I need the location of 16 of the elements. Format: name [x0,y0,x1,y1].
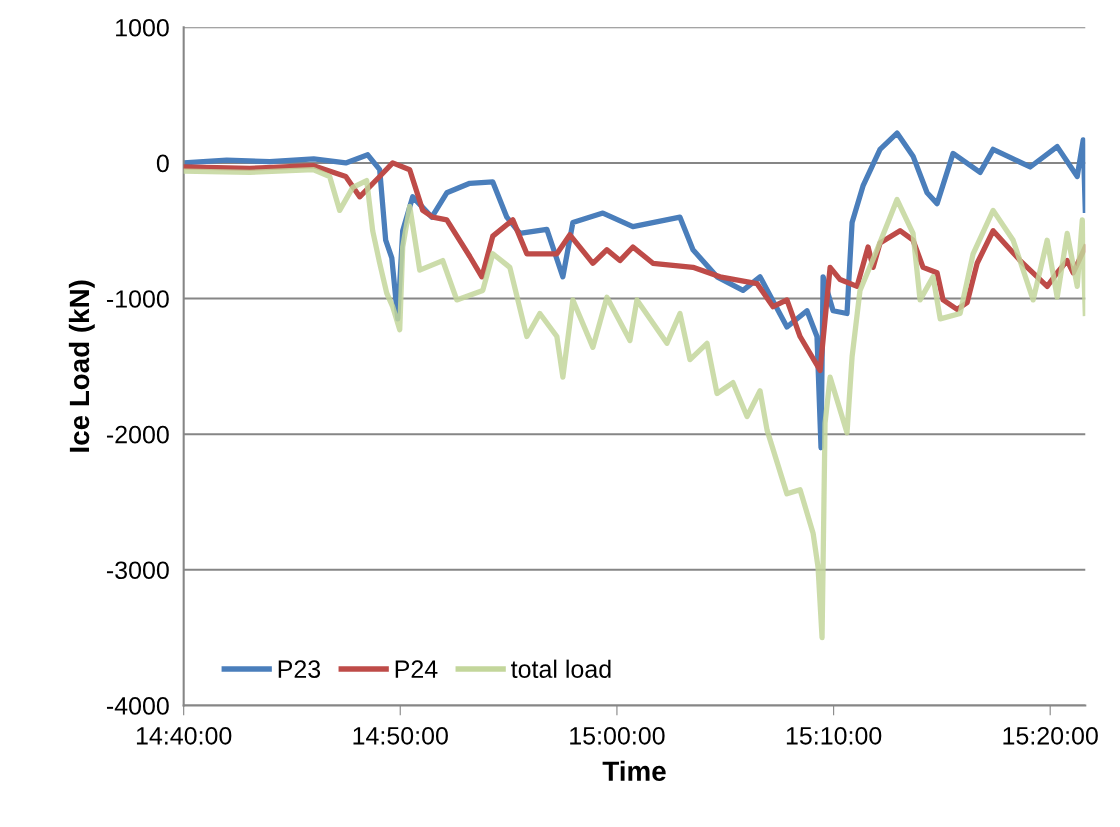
x-tick-label: 14:40:00 [136,726,232,745]
x-axis-title: Time [602,760,666,782]
y-tick-label: 0 [156,154,169,173]
y-axis-title: Ice Load (kN) [68,280,95,452]
y-tick-label: -1000 [106,290,169,308]
y-tick-label: -4000 [106,697,169,715]
legend-label: P24 [395,660,438,678]
legend-label: P23 [278,660,321,678]
legend-label: total load [511,659,611,678]
x-tick-label: 15:10:00 [786,726,882,745]
y-tick-label: -3000 [106,561,169,580]
x-tick-label: 14:50:00 [353,726,448,745]
x-tick-label: 15:20:00 [1003,726,1098,745]
y-tick-label: 1000 [116,18,169,37]
x-tick-label: 15:00:00 [570,726,665,745]
y-tick-label: -2000 [106,425,169,444]
